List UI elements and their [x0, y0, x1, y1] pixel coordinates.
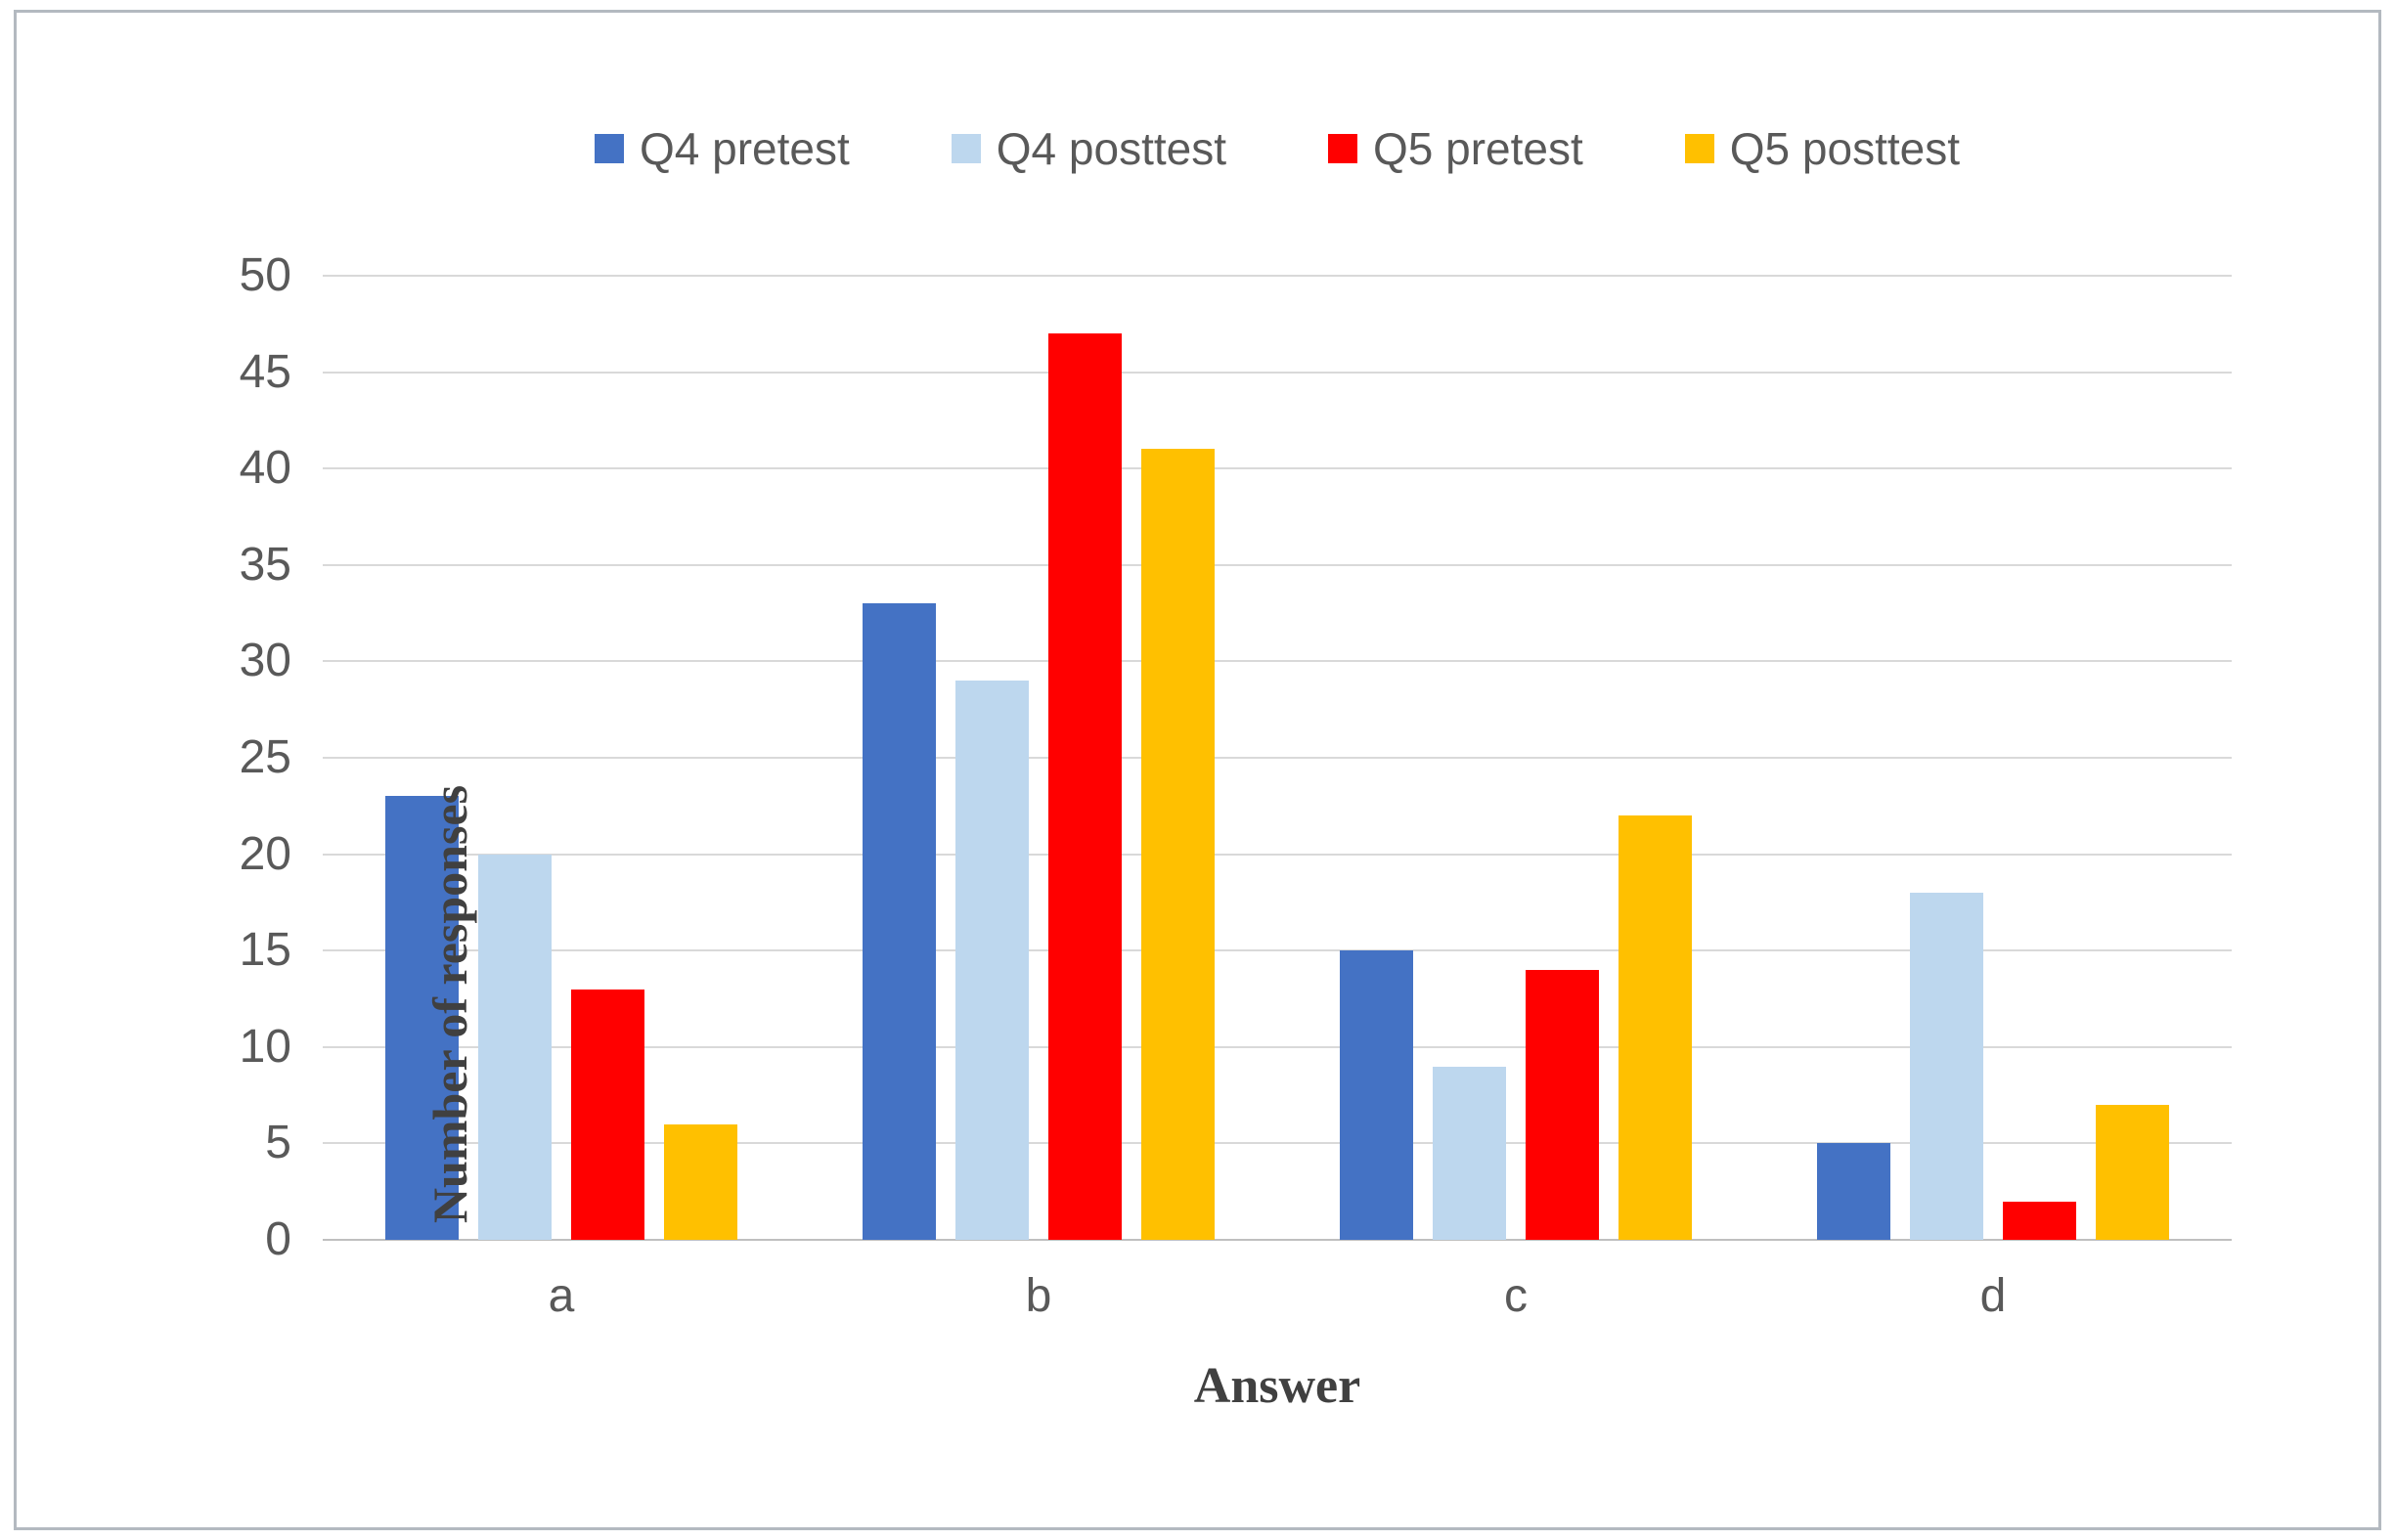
bar: [478, 854, 552, 1240]
bar: [863, 603, 936, 1240]
bars-layer: [323, 276, 2232, 1240]
legend: Q4 pretest Q4 posttest Q5 pretest Q5 postte…: [323, 110, 2232, 188]
x-axis-title: Answer: [1193, 1358, 1361, 1414]
bar-group-c: [1277, 276, 1754, 1240]
legend-label: Q4 posttest: [996, 123, 1226, 174]
y-tick-label: 20: [239, 827, 291, 880]
x-tick-label: c: [1504, 1270, 1528, 1322]
bar-group-a: [323, 276, 800, 1240]
bar: [385, 796, 459, 1240]
bar-group-d: [1754, 276, 2232, 1240]
bar: [1910, 893, 1983, 1240]
y-tick-label: 10: [239, 1020, 291, 1073]
legend-item: Q5 posttest: [1684, 122, 1961, 175]
y-tick-label: 45: [239, 345, 291, 398]
gridline: [323, 275, 2232, 277]
gridline: [323, 949, 2232, 952]
gridline: [323, 660, 2232, 663]
y-tick-label: 50: [239, 249, 291, 301]
gridline: [323, 853, 2232, 856]
bar: [1817, 1143, 1890, 1240]
y-axis-title: Number of responses: [422, 784, 477, 1224]
gridline: [323, 1142, 2232, 1145]
bar: [571, 989, 644, 1240]
bar: [2096, 1104, 2169, 1240]
legend-swatch-icon: [951, 134, 981, 163]
gridline: [323, 1045, 2232, 1048]
plot-area: 0 5 10 15 20 25 30 35 40 45 50 a b c d Number of resp…: [240, 252, 2232, 1322]
y-tick-label: 0: [265, 1213, 291, 1265]
x-tick-label: a: [548, 1270, 575, 1322]
y-tick-label: 40: [239, 442, 291, 495]
legend-label: Q4 pretest: [639, 123, 850, 174]
legend-swatch-icon: [594, 134, 624, 163]
legend-swatch-icon: [1328, 134, 1357, 163]
bar: [1526, 969, 1599, 1240]
legend-item: Q5 pretest: [1328, 122, 1583, 175]
legend-label: Q5 pretest: [1373, 123, 1583, 174]
bar: [955, 681, 1029, 1240]
x-tick-label: d: [1979, 1270, 2007, 1322]
y-tick-label: 35: [239, 538, 291, 591]
legend-label: Q5 posttest: [1729, 123, 1961, 174]
bar: [1141, 449, 1215, 1240]
gridline: [323, 467, 2232, 470]
bar: [1340, 950, 1413, 1240]
bar: [1048, 333, 1122, 1240]
x-axis-baseline: [323, 1239, 2232, 1241]
bar-group-b: [800, 276, 1277, 1240]
bar: [2003, 1201, 2076, 1240]
y-tick-label: 15: [239, 924, 291, 977]
y-tick-label: 25: [239, 731, 291, 783]
gridline: [323, 757, 2232, 759]
y-tick-label: 5: [265, 1117, 291, 1169]
bar: [1619, 815, 1692, 1240]
legend-item: Q4 posttest: [951, 122, 1226, 175]
legend-swatch-icon: [1684, 134, 1714, 163]
gridline: [323, 371, 2232, 374]
y-tick-label: 30: [239, 635, 291, 687]
x-tick-label: b: [1025, 1270, 1052, 1322]
bar: [1433, 1066, 1506, 1240]
legend-item: Q4 pretest: [594, 122, 850, 175]
bar: [664, 1123, 737, 1240]
gridline: [323, 563, 2232, 566]
